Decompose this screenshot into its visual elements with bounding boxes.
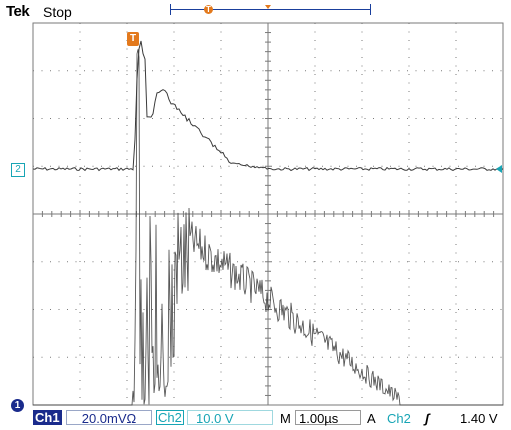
rising-edge-icon[interactable]: ʃ (425, 411, 430, 426)
record-length-bar (170, 4, 371, 15)
ch2-label[interactable]: Ch2 (156, 410, 184, 425)
run-state[interactable]: Stop (43, 4, 72, 20)
trigger-level-arrow-icon[interactable] (496, 165, 502, 173)
acquire-mode-label: A (367, 411, 376, 426)
ch2-scale-readout[interactable]: 10.0 V (187, 410, 273, 426)
brand-logo: Tek (6, 3, 30, 20)
top-status-bar: Tek Stop T (0, 0, 511, 22)
ch1-waveform (33, 49, 503, 406)
ch2-waveform (32, 40, 504, 172)
timebase-scale-readout[interactable]: 1.00µs (295, 410, 361, 426)
ch1-scale-readout[interactable]: 20.0mVΩ (66, 410, 152, 426)
trigger-level-readout[interactable]: 1.40 V (460, 411, 498, 426)
ch1-ground-marker[interactable]: 1 (11, 399, 24, 412)
trigger-point-tick-icon (265, 5, 271, 9)
bottom-readout-bar: Ch1 20.0mVΩ Ch2 10.0 V M 1.00µs A Ch2 ʃ … (0, 407, 511, 430)
ch1-label[interactable]: Ch1 (33, 410, 62, 425)
trigger-time-marker[interactable]: T (127, 32, 139, 46)
trigger-position-marker: T (204, 5, 213, 14)
ch2-ground-marker[interactable]: 2 (11, 163, 25, 177)
trigger-source-readout[interactable]: Ch2 (387, 411, 411, 426)
timebase-label: M (280, 411, 291, 426)
